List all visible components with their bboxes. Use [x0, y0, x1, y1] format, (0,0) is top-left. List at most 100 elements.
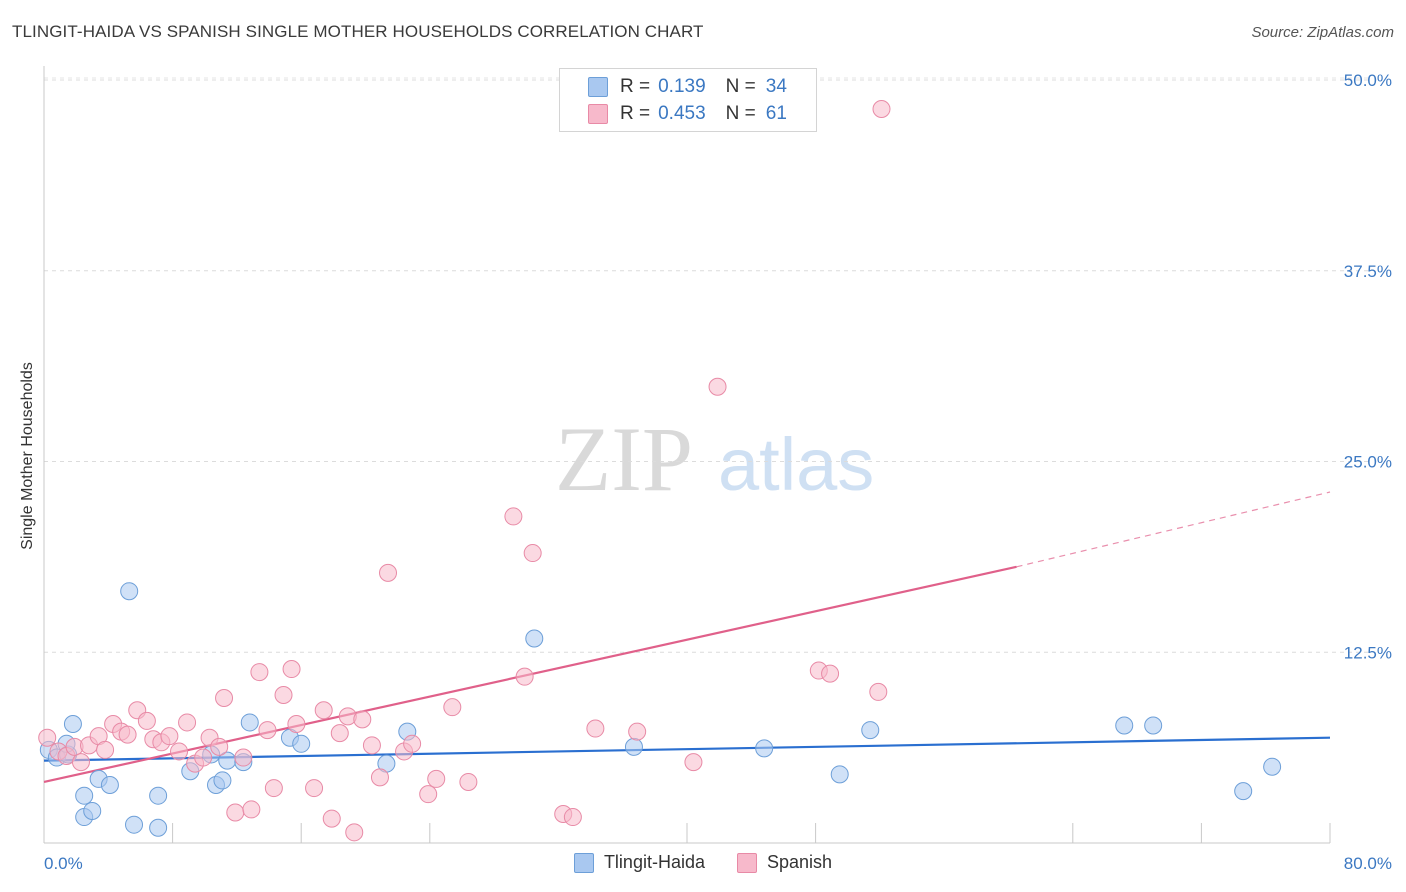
point-tlingit-haida: [624, 737, 643, 756]
point-spanish: [322, 809, 341, 828]
axes: [43, 66, 1331, 844]
trend-lines: [43, 491, 1331, 784]
point-spanish: [160, 727, 179, 746]
point-tlingit-haida: [830, 765, 849, 784]
chart-title: TLINGIT-HAIDA VS SPANISH SINGLE MOTHER H…: [12, 22, 704, 41]
point-spanish: [586, 719, 605, 738]
point-spanish: [504, 507, 523, 526]
point-spanish: [370, 768, 389, 787]
point-spanish: [403, 734, 422, 753]
point-tlingit-haida: [525, 629, 544, 648]
legend-swatch-tlingit-haida: [588, 77, 608, 97]
chart-source: Source: ZipAtlas.com: [1251, 24, 1394, 41]
legend-label-tlingit-haida: Tlingit-Haida: [603, 852, 705, 872]
trend-line-extension-spanish: [1016, 491, 1331, 568]
point-tlingit-haida: [1263, 757, 1282, 776]
point-spanish: [330, 724, 349, 743]
watermark-atlas: atlas: [718, 423, 874, 506]
point-spanish: [215, 689, 234, 708]
point-spanish: [515, 667, 534, 686]
legend-label-spanish: Spanish: [766, 852, 833, 872]
legend-r-value: 0.453: [658, 103, 706, 124]
point-spanish: [379, 563, 398, 582]
y-tick-label: 37.5%: [1344, 262, 1392, 281]
point-spanish: [258, 721, 277, 740]
point-tlingit-haida: [120, 582, 139, 601]
point-spanish: [137, 711, 156, 730]
point-tlingit-haida: [149, 786, 168, 805]
tick-labels: 12.5% 25.0% 37.5% 50.0% 0.0% 80.0%: [44, 71, 1392, 873]
x-tick-label-left: 0.0%: [44, 854, 83, 873]
point-spanish: [869, 682, 888, 701]
point-spanish: [345, 823, 364, 842]
point-spanish: [821, 664, 840, 683]
point-spanish: [872, 99, 891, 118]
y-tick-label: 25.0%: [1344, 453, 1392, 472]
point-spanish: [226, 803, 245, 822]
point-tlingit-haida: [100, 776, 119, 795]
legend-n-label: N =: [725, 76, 756, 97]
point-spanish: [314, 701, 333, 720]
point-spanish: [287, 714, 306, 733]
y-tick-label: 12.5%: [1344, 643, 1392, 662]
legend-item-tlingit-haida: Tlingit-Haida: [573, 852, 705, 873]
legend-item-spanish: Spanish: [736, 852, 833, 873]
point-spanish: [96, 740, 115, 759]
watermark-zip: ZIP: [555, 408, 693, 510]
grid: [44, 77, 1372, 653]
point-spanish: [684, 753, 703, 772]
point-spanish: [419, 785, 438, 804]
point-tlingit-haida: [149, 818, 168, 837]
point-tlingit-haida: [292, 734, 311, 753]
legend-row-tlingit-haida: R = 0.139 N = 34: [588, 76, 787, 98]
legend-n-value: 34: [765, 76, 787, 97]
point-spanish: [170, 742, 189, 761]
point-tlingit-haida: [755, 739, 774, 758]
point-spanish: [353, 710, 372, 729]
point-spanish: [38, 728, 57, 747]
point-spanish: [210, 737, 229, 756]
point-tlingit-haida: [75, 786, 94, 805]
point-spanish: [282, 660, 301, 679]
legend-r-value: 0.139: [658, 76, 706, 97]
point-tlingit-haida: [213, 771, 232, 790]
legend-swatch-tlingit-haida: [573, 852, 594, 873]
point-spanish: [628, 722, 647, 741]
point-spanish: [362, 736, 381, 755]
point-spanish: [194, 748, 213, 767]
legend-row-spanish: R = 0.453 N = 61: [588, 103, 787, 125]
point-tlingit-haida: [125, 815, 144, 834]
stats-legend: R = 0.139 N = 34 R = 0.453 N = 61: [559, 68, 817, 132]
point-tlingit-haida: [1144, 716, 1163, 735]
point-spanish: [118, 725, 137, 744]
point-spanish: [242, 800, 261, 819]
y-tick-label: 50.0%: [1344, 71, 1392, 90]
legend-swatch-spanish: [736, 852, 757, 873]
point-spanish: [264, 779, 283, 798]
legend-swatch-spanish: [588, 104, 608, 124]
trend-line-tlingit-haida: [43, 736, 1331, 762]
legend-n-value: 61: [765, 103, 787, 124]
point-spanish: [427, 769, 446, 788]
point-spanish: [523, 544, 542, 563]
point-tlingit-haida: [63, 714, 82, 733]
point-tlingit-haida: [83, 801, 102, 820]
point-spanish: [708, 377, 727, 396]
x-tick-label-right: 80.0%: [1344, 854, 1392, 873]
point-spanish: [234, 748, 253, 767]
point-spanish: [274, 685, 293, 704]
point-spanish: [305, 779, 324, 798]
series-legend: Tlingit-Haida Spanish: [0, 852, 1406, 873]
point-spanish: [178, 713, 197, 732]
point-spanish: [250, 663, 269, 682]
point-spanish: [443, 698, 462, 717]
point-spanish: [71, 753, 90, 772]
legend-n-label: N =: [725, 103, 756, 124]
point-tlingit-haida: [1234, 782, 1253, 801]
legend-r-label: R =: [620, 103, 651, 124]
point-spanish: [563, 808, 582, 827]
legend-r-label: R =: [620, 76, 651, 97]
point-tlingit-haida: [861, 721, 880, 740]
point-tlingit-haida: [240, 713, 259, 732]
